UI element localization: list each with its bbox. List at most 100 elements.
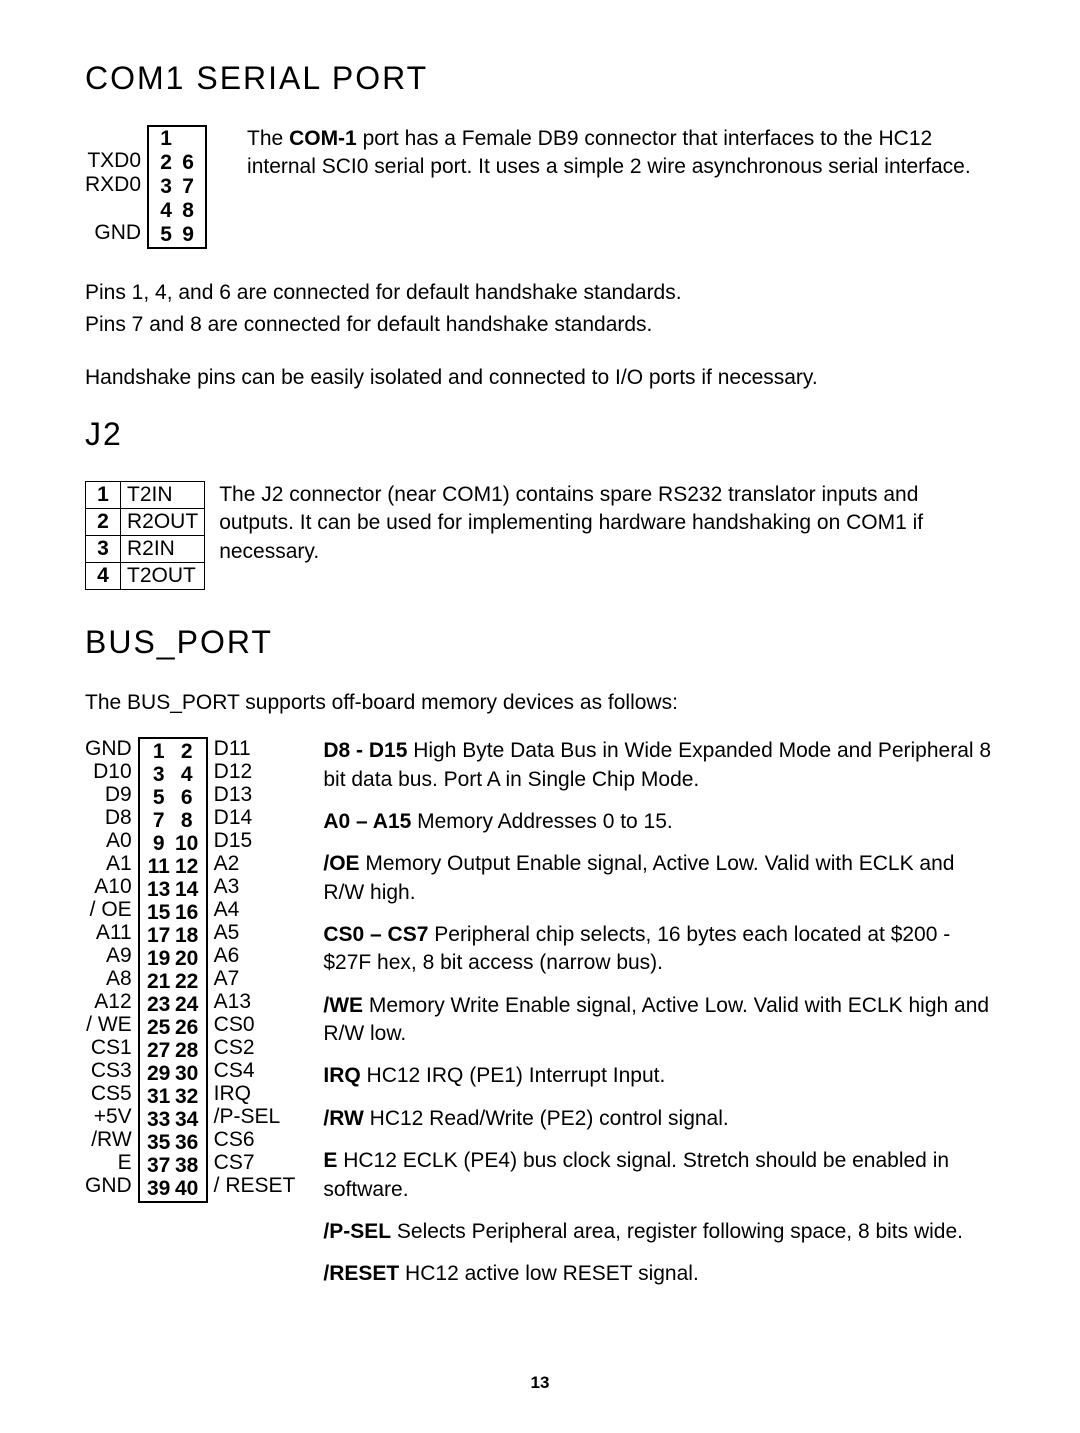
bus-pin: 4	[173, 763, 201, 786]
com1-label-rxd0: RXD0	[85, 173, 141, 197]
com1-pinout: TXD0 RXD0 GND 1 26 37 48 59	[85, 125, 207, 249]
bus-right-label: CS6	[214, 1128, 296, 1151]
bus-note: D8 - D15 High Byte Data Bus in Wide Expa…	[323, 737, 995, 794]
bus-section: GNDD10D9D8A0A1A10/ OEA11A9A8A12/ WECS1CS…	[85, 737, 995, 1302]
bus-pin: 1	[145, 740, 173, 763]
j2-pin: 1	[86, 482, 121, 509]
note-text: Memory Write Enable signal, Active Low. …	[323, 994, 989, 1045]
bus-pin: 40	[173, 1177, 201, 1200]
note-text: Memory Addresses 0 to 15.	[411, 810, 672, 833]
j2-pin: 4	[86, 563, 121, 590]
bus-pin: 17	[145, 924, 173, 947]
bus-left-label: CS1	[85, 1036, 132, 1059]
bus-box: 1234567891011121314151617181920212223242…	[138, 737, 208, 1203]
j2-section: 1T2IN 2R2OUT 3R2IN 4T2OUT The J2 connect…	[85, 481, 995, 590]
bus-row: 2122	[145, 970, 201, 993]
bus-row: 3132	[145, 1085, 201, 1108]
bus-right-label: A2	[214, 852, 296, 875]
bus-left-labels: GNDD10D9D8A0A1A10/ OEA11A9A8A12/ WECS1CS…	[85, 737, 132, 1197]
j2-sig: R2OUT	[121, 509, 205, 536]
bus-right-label: A13	[214, 990, 296, 1013]
j2-pin: 3	[86, 536, 121, 563]
com1-pin: 2	[155, 151, 177, 175]
note-bold: E	[323, 1149, 337, 1172]
bus-right-label: CS4	[214, 1059, 296, 1082]
bus-right-label: A7	[214, 967, 296, 990]
bus-left-label: GND	[85, 737, 132, 760]
bus-row: 3536	[145, 1131, 201, 1154]
bus-row: 3334	[145, 1108, 201, 1131]
bus-left-label: D10	[85, 760, 132, 783]
j2-sig: R2IN	[121, 536, 205, 563]
page: COM1 SERIAL PORT TXD0 RXD0 GND 1 26 37 4…	[0, 0, 1080, 1433]
note-text: HC12 Read/Write (PE2) control signal.	[364, 1107, 729, 1130]
com1-pin: 5	[155, 223, 177, 247]
bus-row: 1920	[145, 947, 201, 970]
j2-table: 1T2IN 2R2OUT 3R2IN 4T2OUT	[85, 481, 205, 590]
bus-pin: 15	[145, 901, 173, 924]
bus-right-label: D15	[214, 829, 296, 852]
bus-left-label: CS5	[85, 1082, 132, 1105]
note-bold: /OE	[323, 852, 359, 875]
bus-left-label: D8	[85, 806, 132, 829]
note-bold: /WE	[323, 994, 363, 1017]
bus-row: 1516	[145, 901, 201, 924]
bus-pin: 2	[173, 740, 201, 763]
com1-pin: 4	[155, 199, 177, 223]
bus-left-label: / OE	[85, 898, 132, 921]
bus-note: E HC12 ECLK (PE4) bus clock signal. Stre…	[323, 1147, 995, 1204]
j2-sig: T2OUT	[121, 563, 205, 590]
bus-pin: 25	[145, 1016, 173, 1039]
note-text: High Byte Data Bus in Wide Expanded Mode…	[323, 739, 991, 790]
com1-label-gnd: GND	[85, 221, 141, 245]
bus-right-label: D13	[214, 783, 296, 806]
bus-right-label: CS2	[214, 1036, 296, 1059]
bus-right-label: CS0	[214, 1013, 296, 1036]
bus-row: 910	[145, 832, 201, 855]
table-row: 4T2OUT	[86, 563, 205, 590]
bus-pin: 16	[173, 901, 201, 924]
bus-left-label: GND	[85, 1174, 132, 1197]
com1-pin: 6	[177, 151, 199, 175]
com1-pin: 1	[155, 127, 177, 151]
bus-row: 3738	[145, 1154, 201, 1177]
note-text: Memory Output Enable signal, Active Low.…	[323, 852, 954, 903]
bus-right-label: A6	[214, 944, 296, 967]
bus-pin: 27	[145, 1039, 173, 1062]
bus-right-label: A5	[214, 921, 296, 944]
note-text: HC12 ECLK (PE4) bus clock signal. Stretc…	[323, 1149, 949, 1200]
bus-pin: 11	[145, 855, 173, 878]
bus-right-label: A4	[214, 898, 296, 921]
com1-para2: Pins 7 and 8 are connected for default h…	[85, 311, 995, 339]
bus-note: /OE Memory Output Enable signal, Active …	[323, 850, 995, 907]
com1-left-labels: TXD0 RXD0 GND	[85, 125, 141, 245]
bus-row: 2526	[145, 1016, 201, 1039]
bus-pin: 3	[145, 763, 173, 786]
table-row: 1T2IN	[86, 482, 205, 509]
bus-note: IRQ HC12 IRQ (PE1) Interrupt Input.	[323, 1062, 995, 1090]
bus-right-label: A3	[214, 875, 296, 898]
com1-heading: COM1 SERIAL PORT	[85, 60, 995, 97]
bus-left-label: A1	[85, 852, 132, 875]
bus-right-label: / RESET	[214, 1174, 296, 1197]
com1-pin: 9	[177, 223, 199, 247]
bus-left-label: /RW	[85, 1128, 132, 1151]
bus-pin: 20	[173, 947, 201, 970]
com1-pin: 8	[177, 199, 199, 223]
bus-note: A0 – A15 Memory Addresses 0 to 15.	[323, 808, 995, 836]
note-text: HC12 IRQ (PE1) Interrupt Input.	[361, 1064, 666, 1087]
bus-pin: 38	[173, 1154, 201, 1177]
bus-pin: 22	[173, 970, 201, 993]
bus-pin: 39	[145, 1177, 173, 1200]
bus-left-label: E	[85, 1151, 132, 1174]
bus-pin: 7	[145, 809, 173, 832]
j2-heading: J2	[85, 416, 995, 453]
bus-row: 2324	[145, 993, 201, 1016]
bus-left-label: A0	[85, 829, 132, 852]
bus-row: 12	[145, 740, 201, 763]
bus-pin: 30	[173, 1062, 201, 1085]
bus-pin: 23	[145, 993, 173, 1016]
note-bold: CS0 – CS7	[323, 923, 428, 946]
bus-row: 34	[145, 763, 201, 786]
bus-right-label: /P-SEL	[214, 1105, 296, 1128]
